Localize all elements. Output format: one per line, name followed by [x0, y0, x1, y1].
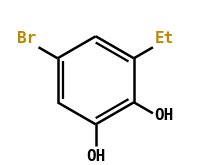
Text: Et: Et [154, 31, 173, 46]
Text: OH: OH [86, 149, 105, 164]
Text: OH: OH [154, 108, 173, 123]
Text: Br: Br [17, 31, 36, 46]
